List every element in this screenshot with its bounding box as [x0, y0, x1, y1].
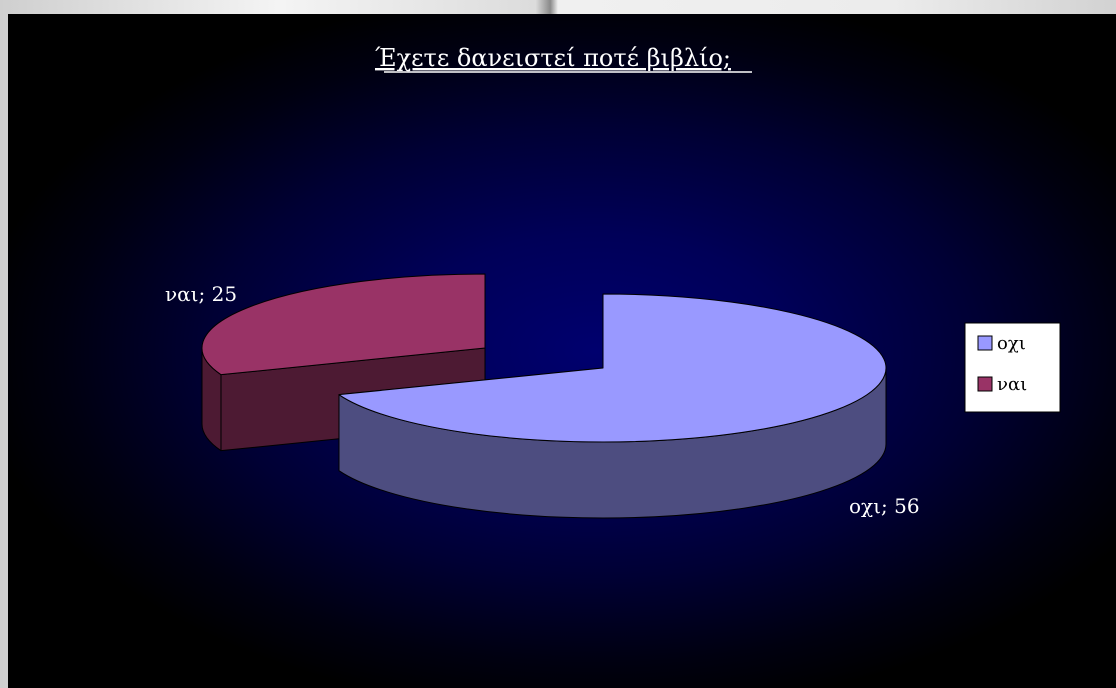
- chart-area: Έχετε δανειστεί ποτέ βιβλίο; οχι; 56 ναι…: [8, 14, 1116, 688]
- legend-label-oxi: οχι: [997, 333, 1026, 354]
- data-label-oxi: οχι; 56: [849, 494, 920, 518]
- pie-chart: Έχετε δανειστεί ποτέ βιβλίο; οχι; 56 ναι…: [165, 44, 1061, 519]
- slice-nai-top: [201, 273, 486, 376]
- legend-swatch-nai: [977, 376, 993, 392]
- slice-oxi-top: [338, 293, 887, 443]
- legend: οχι ναι: [964, 322, 1061, 413]
- legend-label-nai: ναι: [997, 374, 1027, 395]
- data-label-nai: ναι; 25: [165, 282, 237, 306]
- legend-swatch-oxi: [977, 335, 993, 351]
- chart-title: Έχετε δανειστεί ποτέ βιβλίο;: [375, 44, 731, 72]
- pie-slices: [201, 273, 887, 519]
- slice-oxi: [338, 293, 887, 519]
